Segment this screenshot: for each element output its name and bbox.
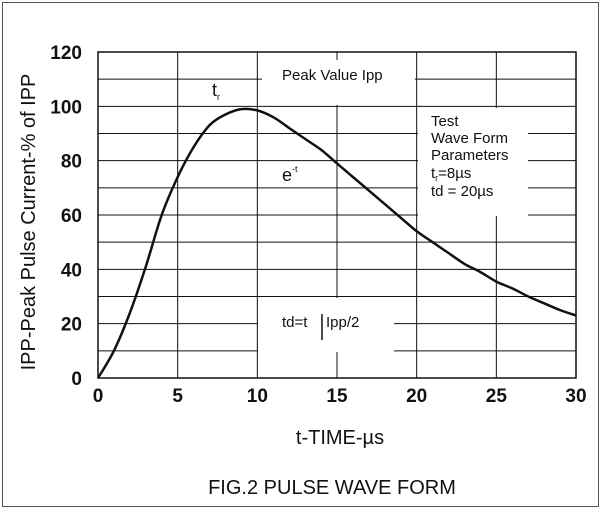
params-line-1: Test — [431, 113, 459, 130]
y-tick-label: 40 — [61, 260, 82, 281]
figure-title: FIG.2 PULSE WAVE FORM — [208, 477, 456, 499]
params-label-box — [418, 108, 528, 216]
y-tick-label: 20 — [61, 315, 82, 336]
x-tick-label: 15 — [326, 386, 348, 407]
y-tick-label: 60 — [61, 206, 82, 227]
figure-frame — [2, 2, 599, 507]
pulse-curve — [96, 107, 577, 379]
params-line-td: td = 20µs — [431, 183, 493, 200]
half-label-left: td=t — [282, 314, 308, 331]
x-tick-labels: 0 5 10 15 20 25 30 — [93, 386, 587, 407]
decay-label: e-t — [282, 164, 298, 185]
peak-label-box — [262, 60, 415, 105]
half-label-right: Ipp/2 — [326, 314, 359, 331]
y-tick-label: 0 — [71, 369, 82, 390]
plot-border — [97, 51, 577, 379]
y-tick-label: 100 — [50, 97, 82, 118]
x-axis-title: t-TIME-µs — [296, 427, 384, 449]
x-tick-label: 30 — [565, 386, 586, 407]
params-line-3: Parameters — [431, 147, 509, 164]
y-tick-label: 120 — [50, 43, 82, 64]
peak-value-label: Peak Value Ipp — [282, 67, 383, 84]
x-tick-label: 25 — [486, 386, 508, 407]
tr-label: tr — [212, 80, 220, 102]
x-tick-label: 20 — [406, 386, 427, 407]
y-tick-labels: 0 20 40 60 80 100 120 — [50, 43, 82, 390]
x-tick-label: 5 — [172, 386, 183, 407]
x-tick-label: 0 — [93, 386, 104, 407]
y-tick-label: 80 — [61, 152, 82, 173]
x-tick-label: 10 — [247, 386, 268, 407]
y-axis-title: IPP-Peak Pulse Current-% of IPP — [18, 74, 40, 371]
half-label-box — [258, 298, 394, 352]
params-line-tr: tr=8µs — [431, 165, 471, 183]
params-line-2: Wave Form — [431, 130, 508, 147]
